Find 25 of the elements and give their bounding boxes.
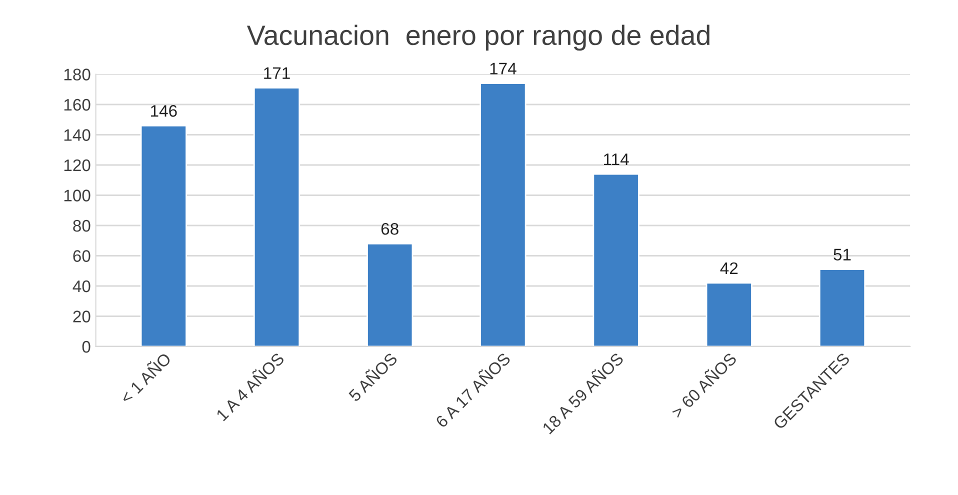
y-tick-label: 40 bbox=[72, 280, 90, 292]
y-tick-label: 80 bbox=[73, 220, 90, 232]
y-tick-label: 160 bbox=[64, 98, 90, 111]
bar bbox=[706, 282, 752, 346]
data-label: 114 bbox=[604, 154, 629, 166]
bar bbox=[253, 87, 300, 346]
data-label: 51 bbox=[834, 248, 851, 261]
y-tick-label: 60 bbox=[73, 250, 90, 262]
bar bbox=[480, 82, 526, 346]
data-label: 171 bbox=[264, 67, 290, 79]
y-tick-label: 120 bbox=[64, 159, 90, 172]
chart-title: Vacunacion enero por rango de edad bbox=[246, 24, 710, 51]
data-label: 68 bbox=[381, 223, 398, 235]
y-tick-label: 140 bbox=[64, 129, 90, 141]
y-tick-label: 100 bbox=[64, 190, 90, 202]
y-tick-label: 20 bbox=[73, 310, 90, 322]
bar bbox=[140, 124, 187, 346]
data-label: 146 bbox=[151, 105, 177, 117]
y-tick-label: 0 bbox=[82, 340, 90, 353]
bar bbox=[366, 242, 414, 346]
data-label: 42 bbox=[720, 262, 738, 274]
bar bbox=[818, 268, 866, 346]
y-tick-label: 180 bbox=[64, 68, 90, 80]
bar bbox=[592, 173, 640, 346]
data-label: 174 bbox=[490, 62, 516, 74]
